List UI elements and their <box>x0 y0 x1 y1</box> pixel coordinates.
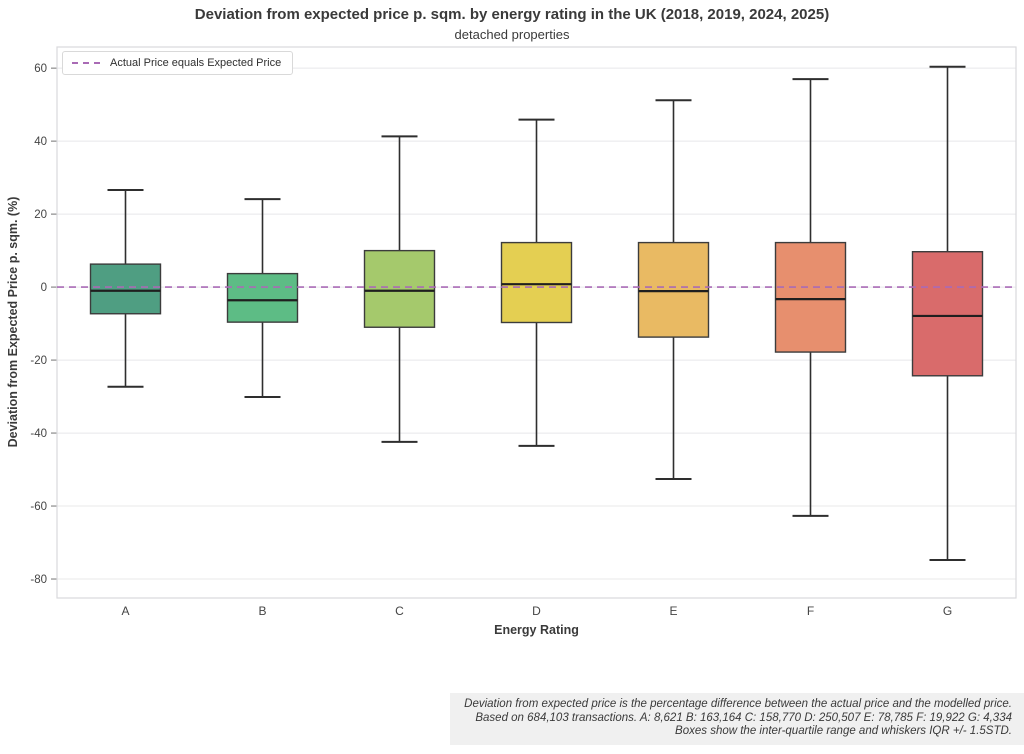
x-axis-label: Energy Rating <box>494 623 579 637</box>
boxplot-C <box>363 135 436 443</box>
iqr-box-G <box>911 251 984 377</box>
x-tick-label-G: G <box>943 604 952 618</box>
y-tick-label--60: -60 <box>30 501 47 513</box>
iqr-box-C <box>363 249 436 328</box>
x-tick-label-F: F <box>807 604 814 618</box>
y-tick-label--40: -40 <box>30 428 47 440</box>
chart-title: Deviation from expected price p. sqm. by… <box>194 6 830 23</box>
boxplot-svg: 60 40 20 0 -20 -40 -60 -80 A B C D E F G Energy Rating <box>30 46 1017 637</box>
iqr-box-B <box>226 272 299 323</box>
y-tick-label-0: 0 <box>41 282 47 294</box>
y-tick-label-60: 60 <box>34 63 47 75</box>
legend-box: Actual Price equals Expected Price <box>62 51 294 75</box>
y-axis-label: Deviation from Expected Price p. sqm. (%… <box>6 196 20 448</box>
x-tick-label-D: D <box>532 604 541 618</box>
x-tick-label-A: A <box>121 604 129 618</box>
legend-label: Actual Price equals Expected Price <box>110 57 282 69</box>
footer-note: Deviation from expected price is the per… <box>450 693 1024 745</box>
plot-border <box>56 46 1017 599</box>
chart-subtitle: detached properties <box>454 27 570 42</box>
boxplot-F <box>774 78 847 517</box>
y-tick-label--80: -80 <box>30 574 47 586</box>
footer-line-1: Deviation from expected price is the per… <box>464 698 1012 711</box>
x-tick-label-C: C <box>395 604 404 618</box>
boxplot-B <box>226 198 299 398</box>
iqr-box-E <box>637 241 710 338</box>
boxplot-A <box>89 189 162 388</box>
x-tick-label-E: E <box>669 604 677 618</box>
iqr-box-A <box>89 263 162 315</box>
footer-line-3: Boxes show the inter-quartile range and … <box>675 725 1012 738</box>
footer-line-2: Based on 684,103 transactions. A: 8,621 … <box>475 711 1012 724</box>
iqr-box-D <box>500 241 573 324</box>
x-tick-label-B: B <box>258 604 266 618</box>
y-tick-label-40: 40 <box>34 136 47 148</box>
boxplot-E <box>637 99 710 481</box>
iqr-box-F <box>774 241 847 353</box>
y-tick-label--20: -20 <box>30 355 47 367</box>
y-tick-label-20: 20 <box>34 209 47 221</box>
boxplot-D <box>500 118 573 447</box>
boxplot-G <box>911 65 984 562</box>
dashed-line-icon <box>72 62 100 64</box>
